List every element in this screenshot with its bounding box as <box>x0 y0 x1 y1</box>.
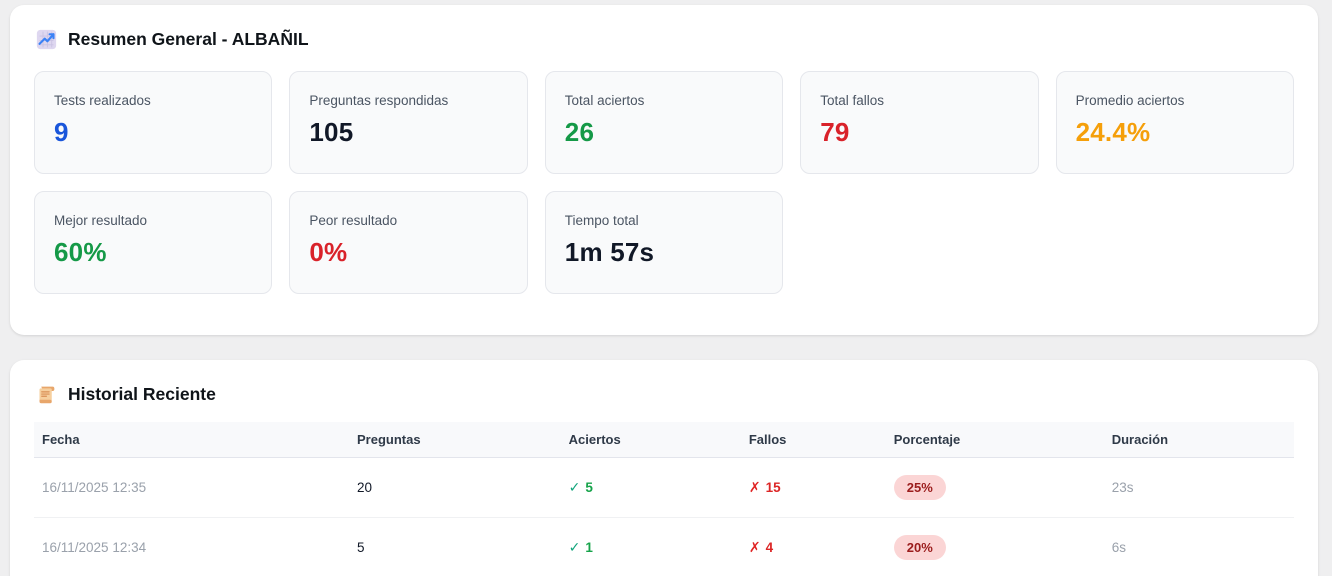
stat-card: Total aciertos 26 <box>544 71 784 174</box>
history-title-row: Historial Reciente <box>36 380 1294 405</box>
cross-icon: ✗ <box>748 539 761 555</box>
history-header-row: Fecha Preguntas Aciertos Fallos Porcenta… <box>34 422 1294 458</box>
stat-value: 1m 57s <box>564 237 655 267</box>
history-panel: Historial Reciente Fecha Preguntas Acier… <box>10 360 1318 576</box>
table-row: 16/11/2025 12:34 5 ✓ 1 ✗ 4 20% 6s <box>34 517 1294 576</box>
stat-card: Promedio aciertos 24.4% <box>1055 71 1294 174</box>
cell-fallos: ✗ 15 <box>740 457 886 518</box>
cross-icon: ✗ <box>748 479 761 495</box>
stat-card: Tests realizados 9 <box>34 71 273 174</box>
summary-title-row: Resumen General - ALBAÑIL <box>36 25 1294 50</box>
cell-preguntas: 20 <box>349 457 561 518</box>
cell-duracion: 23s <box>1103 457 1294 518</box>
stat-card: Tiempo total 1m 57s <box>544 191 784 294</box>
history-title: Historial Reciente <box>68 384 216 404</box>
column-header: Aciertos <box>560 422 741 458</box>
stat-label: Preguntas respondidas <box>309 93 449 108</box>
history-body: 16/11/2025 12:35 20 ✓ 5 ✗ 15 25% 23s 16/11… <box>34 457 1294 576</box>
stat-value: 26 <box>564 117 595 147</box>
cell-fecha: 16/11/2025 12:35 <box>34 457 349 518</box>
cell-aciertos: ✓ 5 <box>560 457 741 518</box>
fallos-value: 4 <box>765 540 774 555</box>
chart-increasing-icon <box>36 29 57 50</box>
stat-label: Tests realizados <box>54 93 151 108</box>
history-table: Fecha Preguntas Aciertos Fallos Porcenta… <box>34 422 1294 576</box>
cell-aciertos: ✓ 1 <box>560 517 741 576</box>
stat-value: 105 <box>309 117 354 147</box>
stat-card: Mejor resultado 60% <box>34 191 273 294</box>
cell-fecha: 16/11/2025 12:34 <box>34 517 349 576</box>
stat-label: Promedio aciertos <box>1075 93 1185 108</box>
summary-cards: Tests realizados 9 Preguntas respondidas… <box>34 71 1294 294</box>
percentage-badge: 20% <box>893 535 946 560</box>
cell-duracion: 6s <box>1103 517 1294 576</box>
stat-card: Peor resultado 0% <box>289 191 528 294</box>
scroll-icon <box>36 384 57 405</box>
percentage-badge: 25% <box>893 475 946 500</box>
stat-card: Total fallos 79 <box>800 71 1039 174</box>
check-icon: ✓ <box>568 539 581 555</box>
cell-porcentaje: 25% <box>885 457 1104 518</box>
stat-label: Total fallos <box>820 93 884 108</box>
column-header: Fecha <box>34 422 349 458</box>
column-header: Fallos <box>740 422 886 458</box>
column-header: Porcentaje <box>885 422 1104 458</box>
stat-value: 24.4% <box>1075 117 1151 147</box>
stat-value: 60% <box>54 237 107 267</box>
stat-label: Peor resultado <box>309 213 398 228</box>
aciertos-value: 5 <box>585 480 593 495</box>
stat-value: 79 <box>820 117 850 147</box>
stat-label: Total aciertos <box>564 93 645 108</box>
column-header: Preguntas <box>349 422 561 458</box>
stat-value: 9 <box>54 117 69 147</box>
column-header: Duración <box>1103 422 1294 458</box>
summary-title: Resumen General - ALBAÑIL <box>68 29 309 49</box>
cell-fallos: ✗ 4 <box>740 517 886 576</box>
summary-panel: Resumen General - ALBAÑIL Tests realizad… <box>10 5 1318 335</box>
cell-porcentaje: 20% <box>885 517 1104 576</box>
stat-value: 0% <box>309 237 348 267</box>
table-row: 16/11/2025 12:35 20 ✓ 5 ✗ 15 25% 23s <box>34 457 1294 518</box>
aciertos-value: 1 <box>585 540 593 555</box>
stat-card: Preguntas respondidas 105 <box>289 71 528 174</box>
check-icon: ✓ <box>568 479 581 495</box>
stat-label: Tiempo total <box>564 213 639 228</box>
stat-label: Mejor resultado <box>54 213 148 228</box>
cell-preguntas: 5 <box>349 517 561 576</box>
fallos-value: 15 <box>765 480 781 495</box>
